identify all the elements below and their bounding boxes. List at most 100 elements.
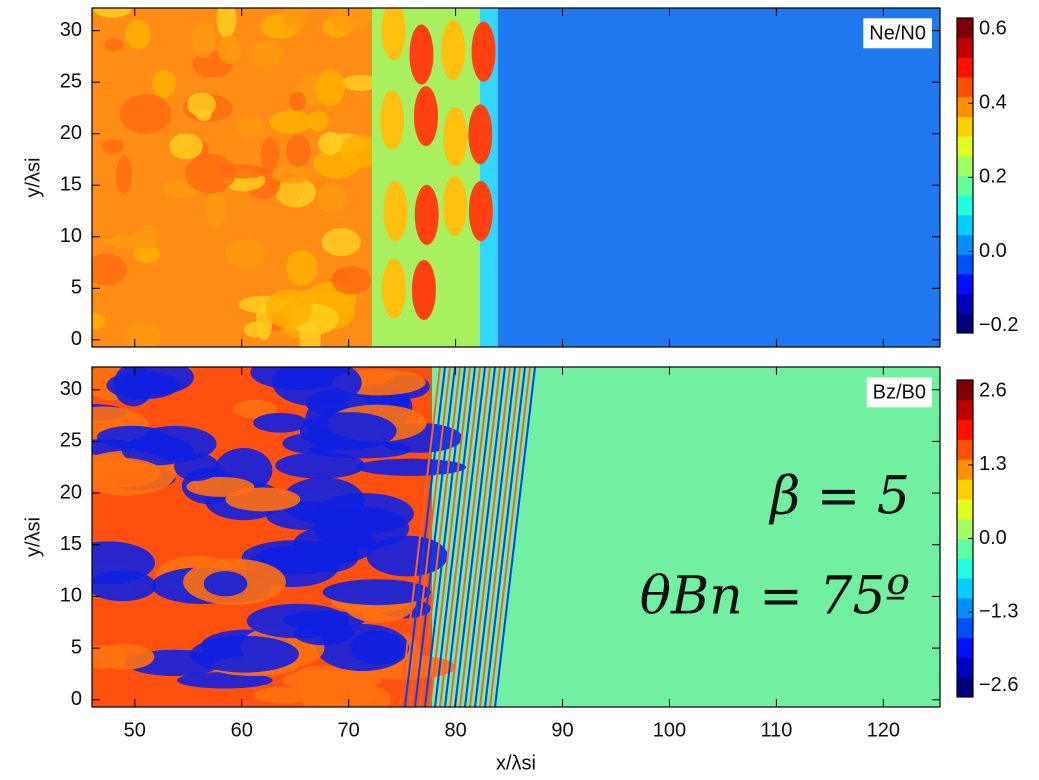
colorbar-frame <box>956 17 974 334</box>
colorbar-band <box>957 380 973 401</box>
colorbar-tick-label: −1.3 <box>979 600 1018 622</box>
blob <box>236 115 265 139</box>
blob <box>471 21 496 82</box>
blob <box>203 571 248 597</box>
blob <box>341 74 381 91</box>
plot-frame <box>91 7 941 348</box>
colorbar-band <box>957 77 973 98</box>
blob <box>190 635 299 673</box>
panel-label-box <box>863 18 932 49</box>
blob <box>152 69 176 98</box>
y-tick-label: 5 <box>71 636 82 658</box>
blob <box>133 244 160 264</box>
colorbar-band <box>957 234 973 255</box>
colorbar-band <box>957 313 973 334</box>
colorbar-band <box>957 136 973 157</box>
blob <box>441 20 466 81</box>
colorbar-band <box>957 538 973 559</box>
colorbar-tick-label: 0.0 <box>979 240 1007 262</box>
blob <box>191 20 216 58</box>
blob <box>317 131 343 156</box>
blob <box>269 109 312 134</box>
blob <box>286 134 311 167</box>
blob <box>106 371 180 400</box>
blob <box>264 554 336 572</box>
blob <box>176 672 273 689</box>
wave <box>479 367 521 707</box>
wave <box>444 367 486 707</box>
blob <box>322 579 431 606</box>
wave <box>404 367 446 707</box>
plot-frame <box>91 366 941 708</box>
colorbar-band <box>957 96 973 117</box>
colorbar-band <box>957 254 973 275</box>
colorbar-band <box>957 273 973 295</box>
y-tick-label: 20 <box>60 122 82 144</box>
blob <box>321 228 361 257</box>
blob <box>102 139 124 154</box>
blob <box>331 266 372 295</box>
blob <box>468 104 493 165</box>
wave <box>419 367 461 707</box>
wave <box>409 367 451 707</box>
x-tick-label: 60 <box>231 719 253 741</box>
blob <box>286 249 318 286</box>
wave <box>414 367 456 707</box>
colorbar-band <box>957 459 973 480</box>
blob <box>92 645 126 669</box>
blob <box>329 8 373 31</box>
x-tick-label: 90 <box>551 719 573 741</box>
blob <box>265 288 313 329</box>
blob <box>275 452 366 479</box>
band <box>480 8 498 347</box>
blob <box>104 38 124 51</box>
blob <box>115 155 133 194</box>
panel-label-box <box>866 377 932 408</box>
colorbar-band <box>957 175 973 196</box>
blob <box>169 133 203 160</box>
blob <box>185 153 236 194</box>
blob <box>443 107 468 168</box>
panel-label: Ne/N0 <box>869 22 926 44</box>
blob <box>281 8 309 31</box>
x-tick-label: 100 <box>653 719 686 741</box>
wave <box>464 367 506 707</box>
y-tick-label: 5 <box>71 277 82 299</box>
colorbar-band <box>957 518 973 539</box>
colorbar-band <box>957 479 973 500</box>
colorbar-band <box>957 439 973 460</box>
wave <box>474 367 516 707</box>
wave <box>449 367 491 707</box>
blob <box>307 110 329 132</box>
colorbar-band <box>957 597 973 619</box>
y-tick-label: 20 <box>60 481 82 503</box>
blob <box>92 541 155 585</box>
blob <box>297 672 378 707</box>
blob <box>292 525 376 564</box>
blob <box>246 603 350 639</box>
wave <box>484 367 526 707</box>
colorbar-tick-label: 1.3 <box>979 453 1007 475</box>
blob <box>249 40 284 68</box>
annotation: β = 5 <box>768 467 910 527</box>
y-tick-label: 15 <box>60 174 82 196</box>
blob <box>442 176 467 237</box>
blob <box>413 86 438 147</box>
wave <box>489 367 531 707</box>
blob <box>92 253 127 286</box>
blob <box>340 134 381 169</box>
colorbar-band <box>957 399 973 421</box>
blob <box>414 184 439 245</box>
colorbar-band <box>957 677 973 698</box>
y-tick-label: 0 <box>71 328 82 350</box>
y-tick-label: 0 <box>71 688 82 710</box>
y-axis-label: y/λsi <box>22 517 44 557</box>
blob <box>315 69 345 107</box>
blob <box>381 8 406 61</box>
blob <box>272 367 362 407</box>
x-tick-label: 50 <box>124 719 146 741</box>
colorbar-band <box>957 37 973 58</box>
colorbar-band <box>957 617 973 639</box>
blob <box>350 630 405 665</box>
